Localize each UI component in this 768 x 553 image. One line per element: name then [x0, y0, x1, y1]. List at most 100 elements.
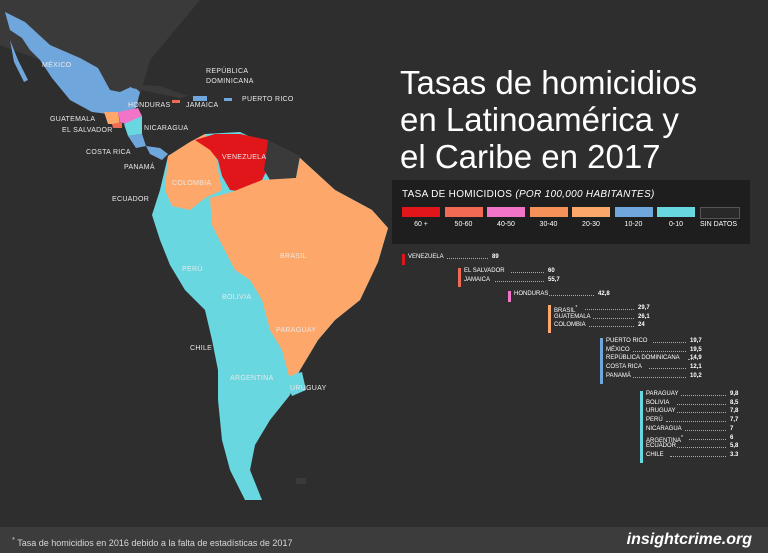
ranking-row: VENEZUELA 89	[408, 254, 499, 260]
mexico-region	[5, 12, 140, 114]
map-label-peru: PERÚ	[182, 266, 203, 273]
ranking-footnote-mark: *	[681, 434, 683, 441]
ranking-leader-dots	[677, 447, 726, 449]
ranking-value: 24	[638, 322, 645, 329]
guyanas-region	[264, 140, 300, 180]
brand-logo: insightcrime.org	[626, 531, 752, 548]
ranking-country: NICARAGUA	[646, 425, 682, 432]
map-label-nicaragua: NICARAGUA	[144, 125, 189, 132]
ranking-row: BRASIL* 29,7	[554, 305, 650, 314]
ranking-country: MÉXICO	[606, 346, 630, 353]
hispaniola-island	[193, 96, 207, 101]
ranking-value: 10,2	[690, 372, 702, 379]
ranking-row: COLOMBIA 24	[554, 322, 645, 329]
map-label-argentina: ARGENTINA	[230, 375, 274, 382]
ranking-country: BRASIL	[554, 308, 576, 314]
ranking-leader-dots	[669, 455, 726, 457]
ranking-row: PERÚ 7,7	[646, 417, 738, 423]
ranking-value: 5,8	[730, 443, 739, 450]
ranking-country: ARGENTINA	[646, 437, 682, 444]
map-label-chile: CHILE	[190, 345, 213, 352]
map-label-panama: PANAMÁ	[124, 164, 155, 171]
guatemala-region	[104, 112, 120, 124]
legend-swatch	[529, 207, 568, 217]
ranking-row: REPÚBLICA DOMINICANA 14,9	[606, 355, 702, 361]
map-label-costa-rica: COSTA RICA	[86, 149, 131, 156]
puerto-rico-island	[224, 98, 232, 101]
ranking-leader-dots	[633, 350, 686, 352]
ranking-leader-dots	[447, 258, 488, 259]
ranking-leader-dots	[549, 295, 594, 296]
ranking-country: HONDURAS	[514, 291, 549, 297]
ranking-row: MÉXICO 19,5	[606, 346, 702, 353]
ranking-footnote-mark: *	[575, 305, 578, 311]
ranking-row: CHILE 3.3	[646, 451, 738, 458]
ranking-country: CHILE	[646, 451, 664, 458]
ranking-row: ECUADOR 5,8	[646, 443, 738, 450]
ranking-row: PARAGUAY 9,8	[646, 391, 738, 397]
ranking-leader-dots	[510, 272, 544, 273]
ranking-country: PUERTO RICO	[606, 338, 648, 344]
ranking-leader-dots	[593, 317, 634, 319]
ranking-value: 7,8	[730, 408, 739, 415]
ranking-group-bar	[508, 291, 511, 302]
map-label-rep-dom-2: DOMINICANA	[206, 78, 254, 85]
ranking-value: 29,7	[638, 305, 650, 311]
legend-swatch-label: 20-30	[582, 221, 600, 228]
map-label-uruguay: URUGUAY	[290, 385, 327, 392]
ranking-value: 55,7	[548, 276, 560, 283]
legend: TASA DE HOMICIDIOS (POR 100,000 HABITANT…	[392, 180, 750, 244]
ranking-value: 14,9	[690, 355, 702, 362]
el-salvador-region	[112, 122, 122, 128]
ranking-value: 7,7	[730, 417, 739, 424]
title-line-3: el Caribe en 2017	[400, 138, 661, 175]
cuba-island	[128, 84, 188, 98]
ranking-row: HONDURAS 42,8	[514, 291, 610, 297]
brazil-region	[210, 158, 388, 380]
north-america-land	[0, 0, 200, 100]
ranking-group-bar	[600, 338, 603, 384]
venezuela-region	[195, 134, 272, 192]
falklands-island	[296, 478, 306, 484]
map-label-puerto-rico: PUERTO RICO	[242, 96, 294, 103]
map-label-paraguay: PARAGUAY	[276, 327, 317, 334]
legend-swatch-label: SIN DATOS	[699, 221, 738, 228]
footnote: * Tasa de homicidios en 2016 debido a la…	[12, 535, 292, 548]
ranking-leader-dots	[633, 376, 686, 378]
ranking-country: PARAGUAY	[646, 391, 679, 397]
ranking-leader-dots	[589, 326, 634, 328]
map-label-colombia: COLOMBIA	[172, 180, 212, 187]
ranking-country: VENEZUELA	[408, 254, 444, 260]
legend-swatch	[699, 207, 740, 219]
ranking-country: URUGUAY	[646, 408, 676, 415]
legend-swatch-label: 50-60	[454, 221, 473, 228]
legend-swatch-label: 60 +	[414, 221, 428, 228]
ranking-row: PANAMÁ 10,2	[606, 373, 702, 379]
baja-california	[10, 40, 28, 82]
legend-title-main: TASA DE HOMICIDIOS	[402, 189, 516, 200]
map-label-bolivia: BOLIVIA	[222, 294, 252, 301]
costa-rica-region	[128, 134, 146, 148]
panama-region	[146, 146, 168, 160]
ranking-group-bar	[640, 391, 643, 463]
ranking-country: COLOMBIA	[554, 322, 586, 329]
ranking-value: 42,8	[598, 291, 610, 297]
ranking-row: PUERTO RICO 19,7	[606, 338, 702, 344]
ranking-country: JAMAICA	[464, 276, 491, 283]
footnote-text: Tasa de homicidios en 2016 debido a la f…	[14, 538, 293, 548]
legend-swatch-label: 40-50	[497, 221, 515, 228]
ranking-value: 6	[730, 434, 734, 441]
ranking-leader-dots	[495, 280, 544, 282]
ranking-value: 8,5	[730, 399, 739, 406]
ranking-leader-dots	[688, 359, 694, 361]
ranking-row: JAMAICA 55,7	[464, 276, 560, 283]
legend-title-paren: (POR 100,000 HABITANTES)	[515, 189, 655, 200]
ranking-value: 19,7	[690, 338, 702, 344]
title-line-2: en Latinoamérica y	[400, 101, 679, 138]
legend-swatch	[402, 207, 440, 217]
jamaica-island	[172, 100, 180, 103]
ranking-leader-dots	[685, 429, 726, 431]
legend-swatch-label: 0-10	[668, 221, 683, 228]
ranking-country: ECUADOR	[646, 443, 677, 450]
